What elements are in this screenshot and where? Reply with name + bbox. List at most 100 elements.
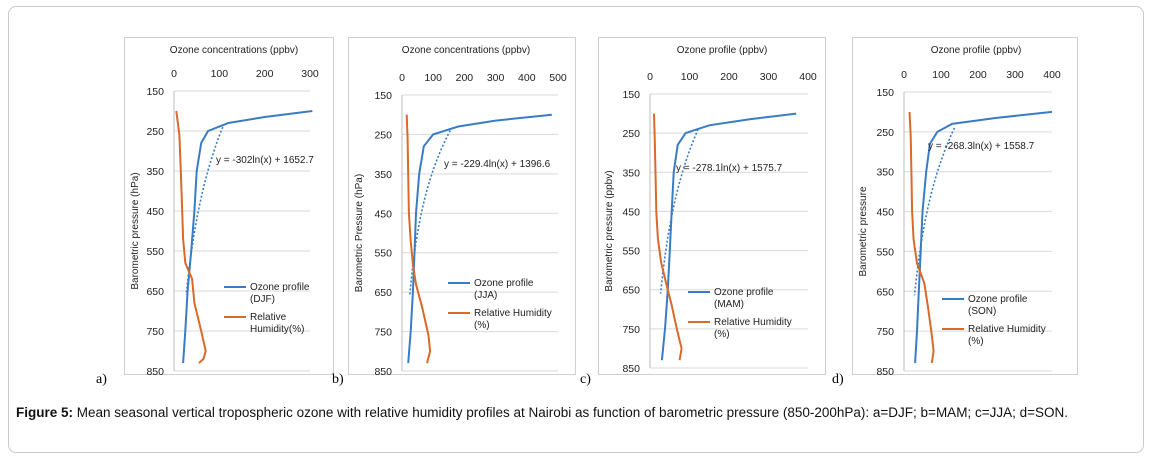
legend-label: Ozone profile (JJA) — [474, 278, 534, 301]
series-ozone-line — [914, 110, 1053, 364]
y-tick-label: 450 — [622, 206, 640, 218]
series-humidity-line — [175, 110, 207, 364]
trendline-equation: y = -268.3ln(x) + 1558.7 — [928, 141, 1035, 152]
legend-label-line: Ozone profile — [250, 282, 310, 293]
x-tick-label: 200 — [969, 69, 987, 81]
y-tick-label: 350 — [374, 169, 392, 181]
x-tick-label: 200 — [256, 68, 274, 80]
x-tick-label: 100 — [932, 69, 950, 81]
y-tick-label: 850 — [622, 363, 640, 375]
y-tick-label: 250 — [146, 126, 164, 138]
legend-label: Relative Humidity (%) — [474, 308, 552, 331]
panel-label-d: d) — [832, 372, 844, 387]
legend-label-line: Relative Humidity — [714, 317, 792, 328]
legend-label: Relative Humidity (%) — [968, 324, 1046, 347]
x-tick-label: 0 — [171, 68, 177, 80]
y-tick-label: 650 — [146, 286, 164, 298]
y-tick-label: 350 — [146, 166, 164, 178]
y-tick-label: 150 — [876, 87, 894, 99]
x-tick-label: 100 — [681, 71, 699, 83]
figure-caption: Figure 5: Mean seasonal vertical troposp… — [16, 404, 1136, 421]
panel-c: Ozone profile (ppbv) 150 250 350 450 550 650 75… — [598, 37, 826, 375]
y-tick-label: 650 — [622, 285, 640, 297]
y-tick-label: 350 — [622, 167, 640, 179]
y-tick-label: 550 — [876, 246, 894, 258]
y-tick-label: 250 — [876, 127, 894, 139]
chart-title: Ozone concentrations (ppbv) — [402, 45, 530, 56]
series-ozone-line — [660, 112, 797, 361]
legend-label-line: (%) — [474, 320, 490, 331]
y-axis-label: Barometric pressure (ppbv) — [604, 170, 615, 291]
legend-label-line: Humidity(%) — [250, 324, 304, 335]
y-axis-label: Barometric pressure (hPa) — [130, 172, 141, 289]
panel-a: Ozone concentrations (ppbv) 150 250 350 450 5… — [124, 37, 334, 375]
legend-label-line: Relative Humidity — [474, 308, 552, 319]
legend-label: Ozone profile (SON) — [968, 294, 1028, 317]
legend-label-line: (SON) — [968, 306, 996, 317]
legend-label-line: Ozone profile — [474, 278, 534, 289]
series-humidity-line — [908, 111, 935, 364]
y-tick-label: 750 — [374, 327, 392, 339]
y-tick-label: 350 — [876, 167, 894, 179]
y-tick-label: 850 — [374, 366, 392, 375]
series-humidity-line — [653, 113, 683, 361]
chart-b: Ozone concentrations (ppbv) 150 250 350 450 5… — [348, 37, 576, 375]
series-ozone-line — [182, 110, 313, 364]
x-tick-label: 300 — [487, 72, 505, 84]
trendline-equation: y = -302ln(x) + 1652.7 — [216, 155, 314, 166]
y-axis-label: Barometric Pressure (hPa) — [354, 174, 365, 292]
y-tick-label: 750 — [146, 326, 164, 338]
legend-label-line: Relative Humidity — [968, 324, 1046, 335]
legend-label-line: Relative — [250, 312, 287, 323]
trendline-equation: y = -278.1ln(x) + 1575.7 — [676, 163, 783, 174]
legend-label-line: Ozone profile — [714, 287, 774, 298]
legend-label-line: (%) — [968, 336, 984, 347]
y-tick-label: 750 — [622, 324, 640, 336]
chart-border — [852, 37, 1078, 375]
x-tick-label: 200 — [720, 71, 738, 83]
legend-label-line: (DJF) — [250, 294, 275, 305]
chart-d: Ozone profile (ppbv) 150 250 350 450 550 650 75… — [852, 37, 1078, 375]
chart-title: Ozone concentrations (ppbv) — [170, 45, 298, 56]
y-tick-label: 250 — [374, 129, 392, 141]
panel-b: Ozone concentrations (ppbv) 150 250 350 450 5… — [348, 37, 576, 375]
chart-c: Ozone profile (ppbv) 150 250 350 450 550 650 75… — [598, 37, 826, 375]
chart-title: Ozone profile (ppbv) — [931, 45, 1022, 56]
y-tick-label: 850 — [146, 366, 164, 375]
y-tick-label: 250 — [622, 128, 640, 140]
y-tick-label: 650 — [374, 287, 392, 299]
caption-text: Mean seasonal vertical tropospheric ozon… — [73, 405, 1068, 420]
legend-label: Ozone profile (DJF) — [250, 282, 310, 305]
panel-label-b: b) — [332, 372, 344, 387]
y-tick-label: 150 — [146, 86, 164, 98]
x-tick-label: 400 — [799, 71, 817, 83]
x-tick-label: 200 — [456, 72, 474, 84]
panel-d: Ozone profile (ppbv) 150 250 350 450 550 650 75… — [852, 37, 1078, 375]
legend-label-line: Ozone profile — [968, 294, 1028, 305]
legend-label: Relative Humidity (%) — [714, 317, 792, 340]
y-tick-label: 550 — [374, 248, 392, 260]
y-tick-label: 150 — [374, 90, 392, 102]
legend-label-line: (%) — [714, 329, 730, 340]
y-axis-label: Barometric pressure — [858, 186, 869, 276]
x-tick-label: 0 — [399, 72, 405, 84]
x-tick-label: 0 — [901, 69, 907, 81]
y-tick-label: 550 — [622, 246, 640, 258]
panel-label-c: c) — [580, 372, 591, 387]
legend-label: Relative Humidity(%) — [250, 312, 304, 335]
y-tick-label: 750 — [876, 326, 894, 338]
x-tick-label: 400 — [518, 72, 536, 84]
y-tick-label: 850 — [876, 366, 894, 375]
legend-label-line: (JJA) — [474, 290, 497, 301]
y-tick-label: 450 — [374, 208, 392, 220]
trendline-fit — [408, 130, 452, 297]
caption-label: Figure 5: — [16, 405, 74, 420]
y-tick-label: 150 — [622, 89, 640, 101]
x-tick-label: 400 — [1043, 69, 1061, 81]
figure-frame — [8, 6, 1144, 453]
series-humidity-line — [405, 114, 432, 364]
x-tick-label: 300 — [760, 71, 778, 83]
legend-label-line: (MAM) — [714, 299, 744, 310]
chart-a: Ozone concentrations (ppbv) 150 250 350 450 5… — [124, 37, 334, 375]
y-tick-label: 550 — [146, 246, 164, 258]
